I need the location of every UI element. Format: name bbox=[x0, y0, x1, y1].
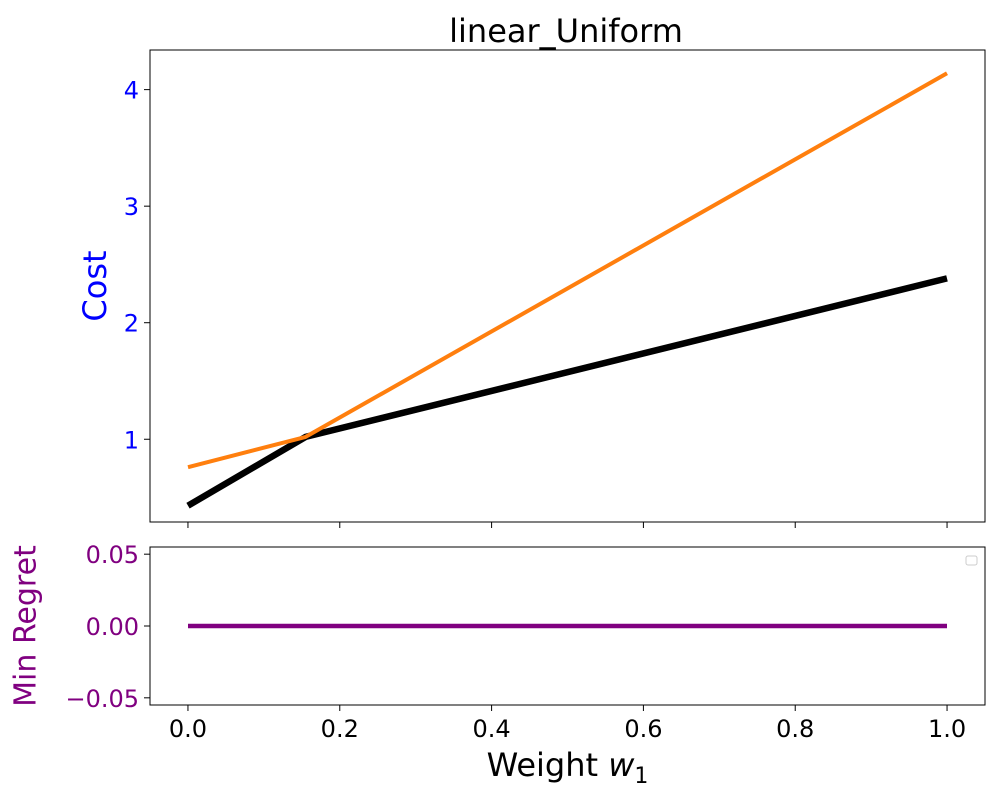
chart-title: linear_Uniform bbox=[449, 12, 683, 50]
y-axis-title: Cost bbox=[76, 250, 114, 321]
series-line bbox=[186, 275, 948, 509]
x-tick-label: 0.4 bbox=[473, 715, 511, 743]
x-tick-label: 0.2 bbox=[321, 715, 359, 743]
x-tick-label: 0.6 bbox=[624, 715, 662, 743]
y-tick-label: 4 bbox=[124, 77, 139, 105]
axes-frame bbox=[149, 49, 986, 523]
x-axis-title: Weight w1 bbox=[487, 746, 649, 789]
y-tick-label: 0.05 bbox=[86, 541, 139, 569]
legend-box bbox=[965, 555, 978, 566]
y-tick-label: 3 bbox=[124, 193, 139, 221]
series-line bbox=[187, 71, 948, 470]
x-tick-label: 0.0 bbox=[169, 715, 207, 743]
y-tick-label: 0.00 bbox=[86, 613, 139, 641]
x-tick-label: 0.8 bbox=[776, 715, 814, 743]
y-tick-label: 2 bbox=[124, 310, 139, 338]
regret-axes: 0.0 0.2 0.4 0.6 0.8 1.0 0.05 0.00 −0.05 Min Regre… bbox=[9, 541, 986, 789]
cost-axes: 1 2 3 4 Cost bbox=[76, 49, 986, 528]
y-axis-title: Min Regret bbox=[9, 545, 44, 707]
y-tick-label: 1 bbox=[124, 426, 139, 454]
x-tick-label: 1.0 bbox=[928, 715, 966, 743]
y-tick-label: −0.05 bbox=[65, 685, 139, 713]
